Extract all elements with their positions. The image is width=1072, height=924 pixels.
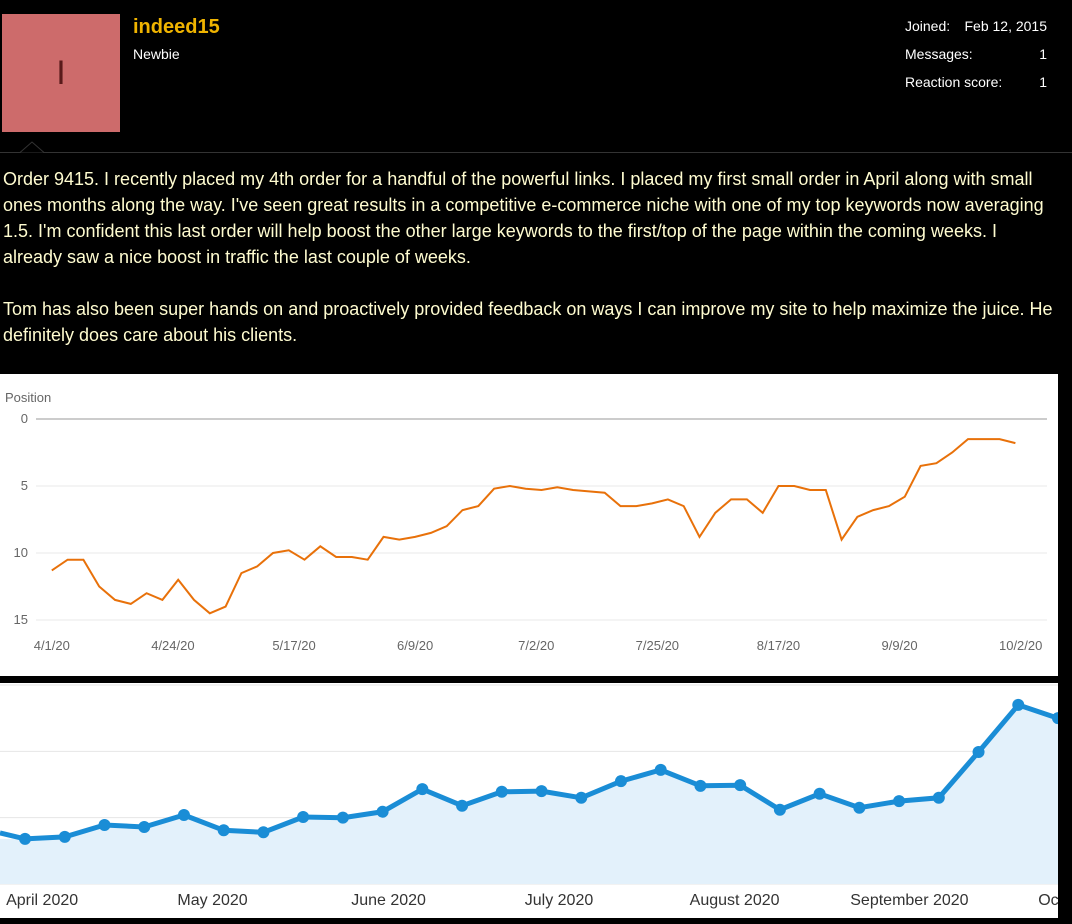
x-tick-label: June 2020 [351, 892, 426, 909]
point [853, 801, 866, 814]
stat-value: Feb 12, 2015 [964, 18, 1047, 34]
line [0, 701, 1058, 842]
point [217, 824, 230, 837]
line [51, 438, 1016, 615]
point [734, 779, 747, 792]
point [614, 775, 627, 788]
y-axis-label: Position [5, 390, 51, 405]
point [575, 791, 588, 804]
point [972, 745, 985, 758]
point [297, 811, 310, 824]
y-tick-label: 10 [14, 545, 28, 560]
point [1012, 698, 1025, 711]
stat-label: Joined: [905, 18, 951, 34]
point [138, 820, 151, 833]
y-tick-label: 5 [21, 478, 28, 493]
x-tick-label: August 2020 [690, 892, 780, 909]
x-tick-label: Oc [1038, 892, 1058, 909]
username[interactable]: indeed15 [133, 16, 220, 38]
point [535, 785, 548, 798]
y-tick-label: 15 [14, 612, 28, 627]
avatar[interactable]: I [2, 14, 120, 132]
x-tick-label: April 2020 [6, 892, 78, 909]
traffic-chart: April 2020 May 2020 June 2020 July 2020 Augu… [0, 683, 1058, 918]
point [257, 826, 270, 839]
point [336, 811, 349, 824]
x-tick-label: May 2020 [177, 892, 247, 909]
x-tick-label: 9/9/20 [881, 638, 917, 653]
point [1052, 712, 1058, 725]
position-chart: Position 0 5 10 15 4/1/20 4/24/20 5/17/20 6/9/20… [0, 374, 1058, 676]
point [376, 805, 389, 818]
notch [19, 141, 45, 153]
x-tick-label: 10/2/20 [999, 638, 1042, 653]
point [98, 818, 111, 831]
stat-label: Reaction score: [905, 74, 1003, 90]
x-tick-label: 8/17/20 [757, 638, 800, 653]
point [813, 787, 826, 800]
post-body: Order 9415. I recently placed my 4th ord… [3, 166, 1053, 374]
paragraph: Order 9415. I recently placed my 4th ord… [3, 169, 1044, 267]
x-tick-label: 7/25/20 [636, 638, 679, 653]
stat-value: 1 [1039, 46, 1047, 62]
area-fill [0, 704, 1058, 884]
x-tick-label: 5/17/20 [272, 638, 315, 653]
x-tick-label: September 2020 [850, 892, 968, 909]
stat-label: Messages: [905, 46, 973, 62]
point [694, 779, 707, 792]
user-title: Newbie [133, 46, 180, 62]
x-tick-label: 4/24/20 [151, 638, 194, 653]
x-tick-label: 4/1/20 [34, 638, 70, 653]
paragraph: Tom has also been super hands on and pro… [3, 299, 1053, 345]
separator [0, 141, 1072, 153]
x-tick-label: 7/2/20 [518, 638, 554, 653]
x-tick-label: 6/9/20 [397, 638, 433, 653]
y-tick-label: 0 [21, 411, 28, 426]
point [932, 791, 945, 804]
point [456, 799, 469, 812]
point [19, 832, 32, 845]
stat-value: 1 [1039, 74, 1047, 90]
point [416, 783, 429, 796]
x-tick-label: July 2020 [525, 892, 594, 909]
point [495, 785, 508, 798]
point [177, 809, 190, 822]
point [773, 803, 786, 816]
point [893, 795, 906, 808]
point [58, 830, 71, 843]
point [654, 763, 667, 776]
